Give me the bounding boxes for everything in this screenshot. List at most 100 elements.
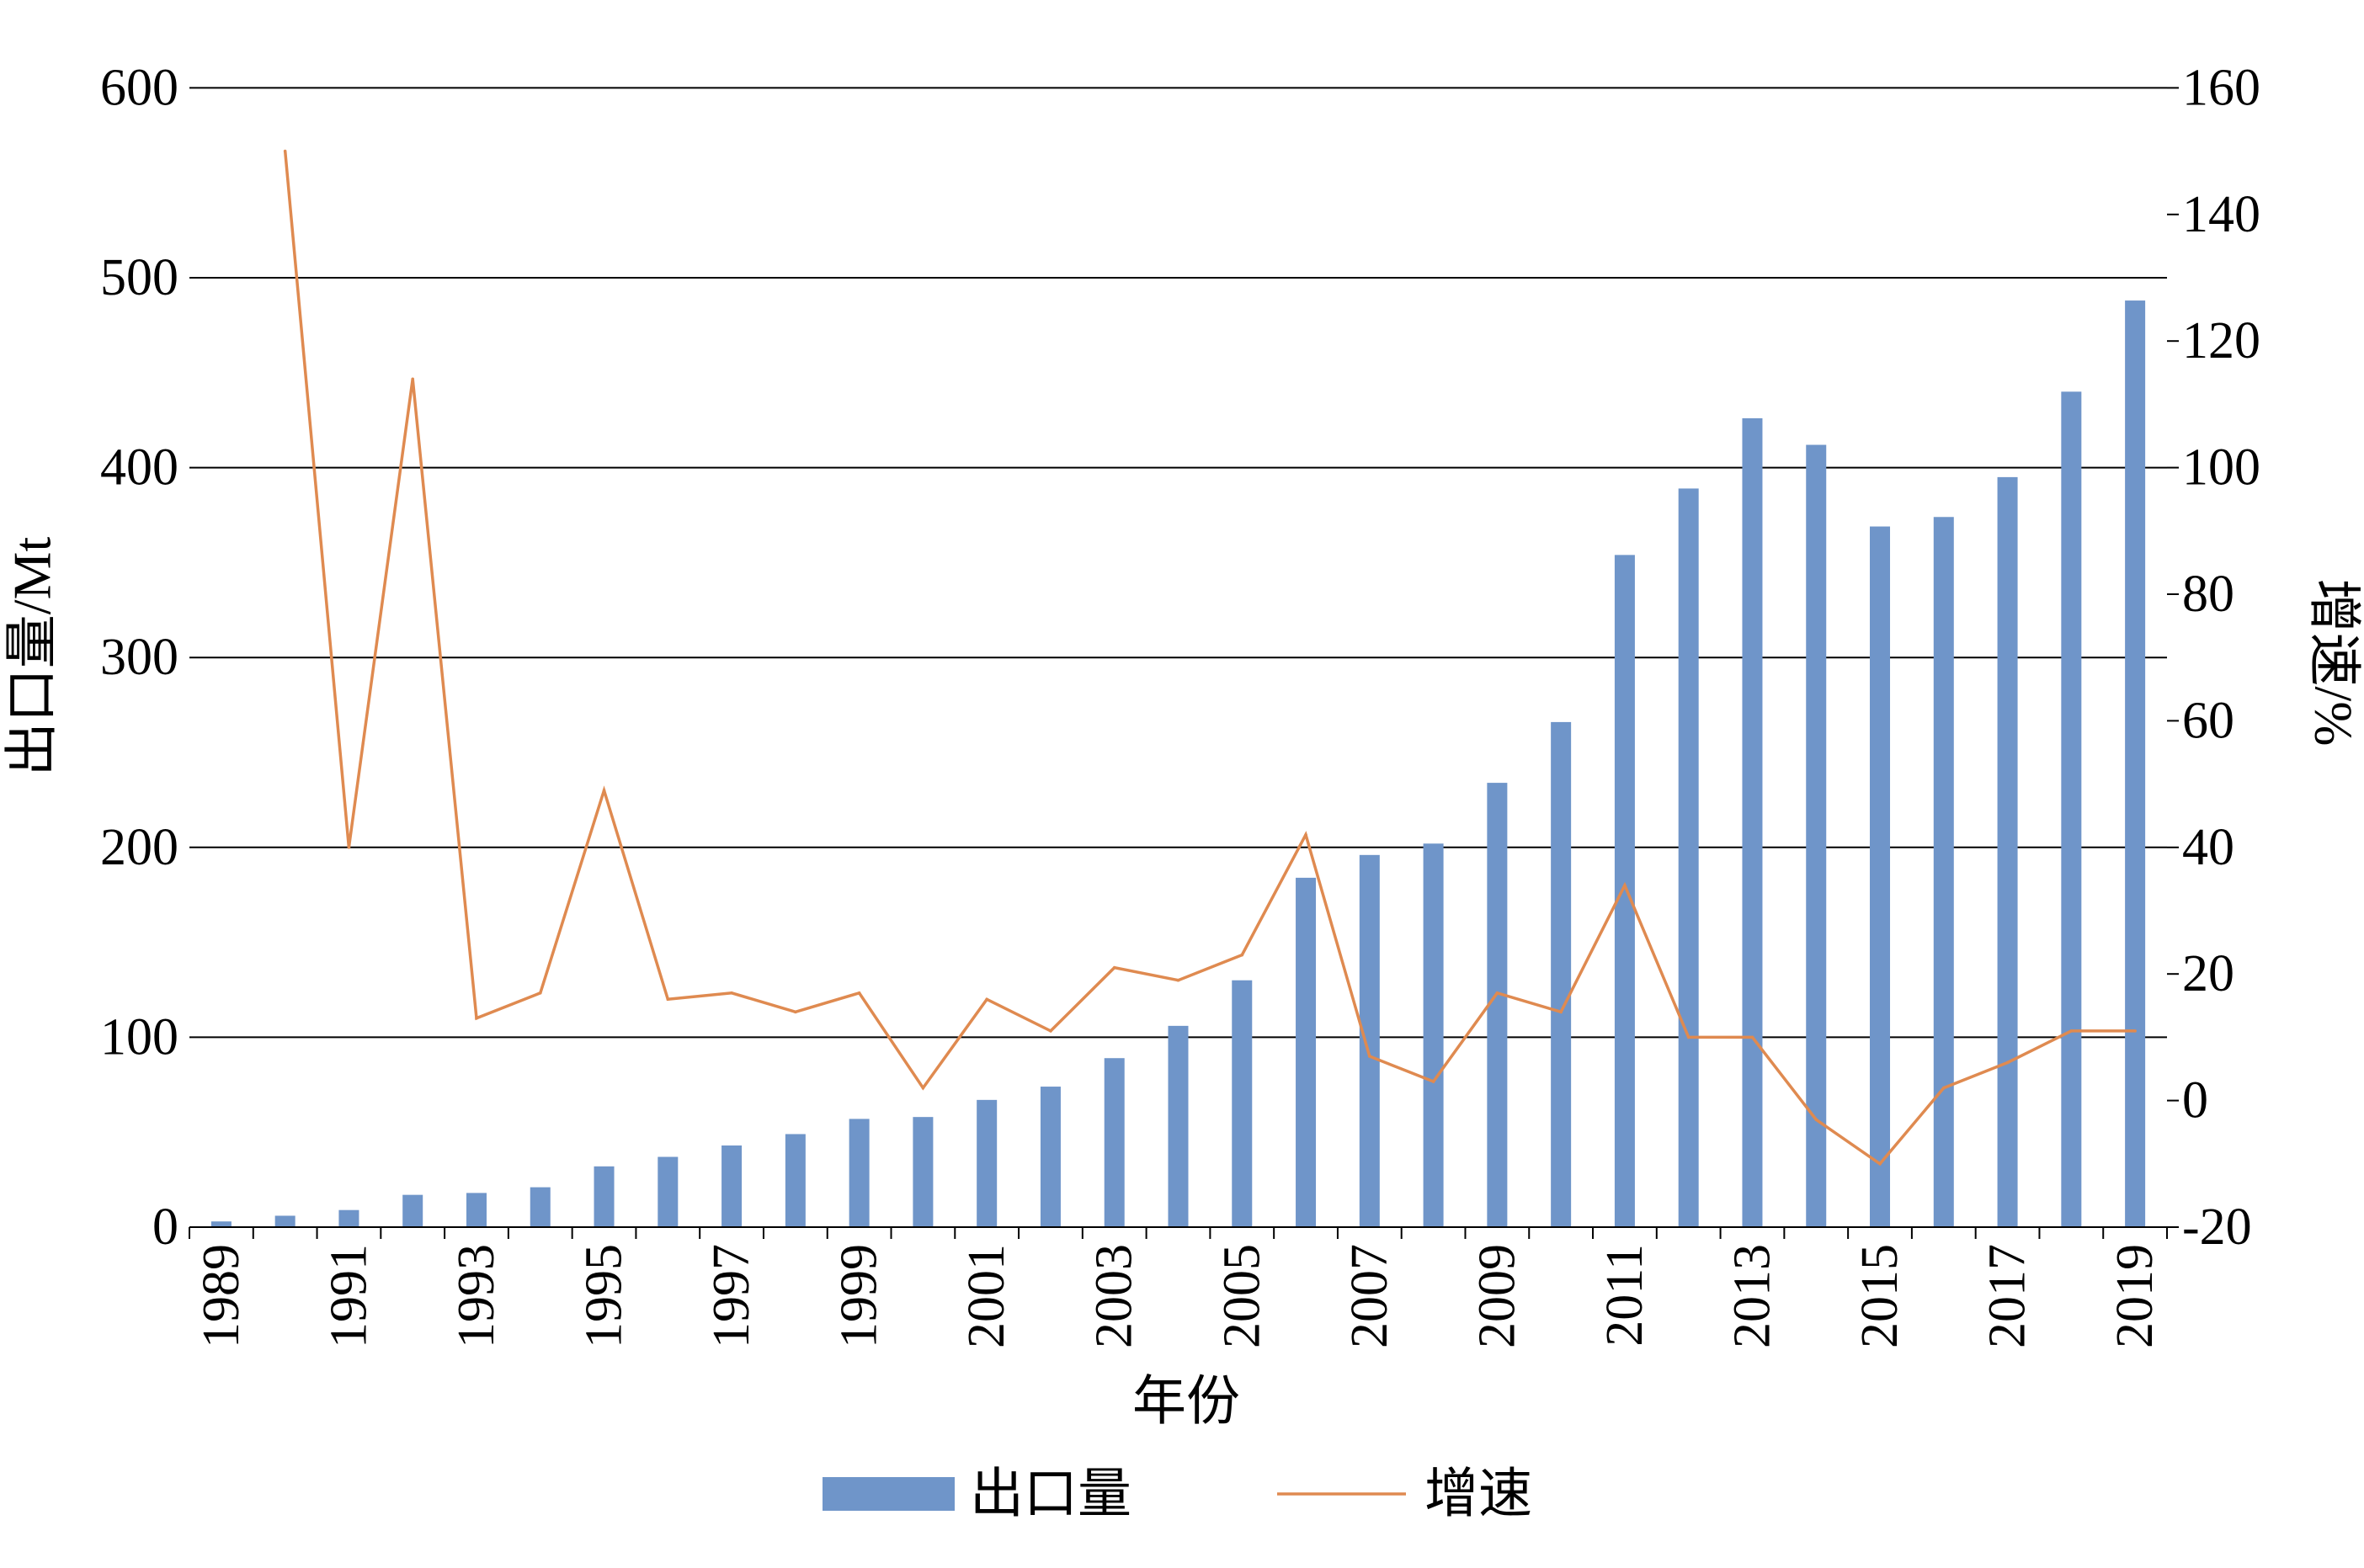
bar-1989 [210,1221,232,1227]
y-right-tick-label: 60 [2182,692,2234,749]
y-left-tick-label: 400 [100,439,178,497]
bar-1990 [274,1215,296,1227]
growth-point-1992 [411,377,415,381]
growth-point-1995 [602,789,606,792]
legend-label-growth-rate: 增速 [1424,1464,1532,1524]
legend-label-export-volume: 出口量 [970,1464,1131,1524]
x-tick-label: 1999 [831,1244,888,1348]
legend-swatch-export-volume [823,1477,955,1511]
growth-point-2000 [921,1086,925,1090]
growth-point-1998 [794,1010,797,1014]
bar-2014 [1806,444,1827,1227]
y-right-tick-label: 40 [2182,819,2234,876]
x-tick-label: 2005 [1213,1244,1270,1348]
y-axis-right-title: 增速/% [2304,578,2364,746]
y-right-tick-label: 120 [2182,312,2260,369]
bar-1999 [849,1119,870,1227]
bar-2002 [1040,1087,1061,1227]
x-tick-label: 1997 [703,1244,760,1348]
growth-point-1991 [347,846,351,849]
growth-point-2005 [1240,953,1244,957]
growth-point-2016 [1941,1086,1946,1090]
grid-layer [189,87,2167,1039]
bar-1994 [530,1187,551,1227]
growth-point-1999 [857,991,861,995]
growth-point-2018 [2069,1029,2074,1033]
x-tick-label: 2009 [1468,1244,1525,1348]
y-left-tick-label: 300 [100,629,178,686]
growth-point-2006 [1304,832,1307,837]
y-right-tick-label: 160 [2182,59,2260,116]
bar-2017 [1997,476,2018,1227]
y-left-tick-label: 100 [100,1008,178,1066]
bar-1996 [658,1156,679,1227]
x-tick-label: 2019 [2106,1244,2164,1348]
bar-1991 [338,1209,359,1227]
x-tick-label: 2011 [1596,1244,1653,1347]
bar-2001 [977,1099,998,1227]
growth-rate-line [283,151,2136,1167]
bar-2004 [1168,1025,1189,1227]
bar-1992 [402,1194,423,1227]
growth-point-2014 [1814,1118,1818,1121]
legend: 出口量 增速 [823,1464,1532,1524]
bar-1995 [594,1166,615,1227]
growth-point-1997 [730,991,733,995]
y-left-tick-label: 600 [100,59,178,116]
y-right-tick-label: 0 [2182,1072,2208,1129]
y-right-tick-label: 20 [2182,945,2234,1002]
growth-point-2011 [1623,884,1627,887]
growth-point-2008 [1431,1080,1435,1083]
bar-2018 [2061,391,2082,1227]
bar-2008 [1423,843,1444,1227]
growth-point-2012 [1686,1035,1690,1039]
x-tick-label: 1995 [576,1244,633,1348]
bar-2011 [1614,555,1635,1227]
growth-point-2009 [1495,991,1499,995]
bar-1993 [466,1193,487,1227]
bar-2007 [1359,854,1380,1227]
growth-point-2004 [1176,978,1180,982]
bar-2019 [2125,300,2146,1227]
growth-point-1990 [283,149,287,153]
growth-point-1996 [666,997,670,1002]
bar-2009 [1487,783,1508,1227]
growth-point-2003 [1112,965,1116,970]
bar-1997 [721,1145,743,1227]
bar-2000 [913,1117,934,1227]
y-right-tick-label: -20 [2182,1199,2252,1256]
x-tick-label: 2013 [1724,1244,1781,1348]
y-left-tick-label: 500 [100,249,178,306]
axis-layer: 0 100 200 300 400 500 600 -20 0 20 40 60 80 100 120 140… [100,59,2260,1348]
bar-layer [210,300,2146,1228]
growth-point-1993 [475,1017,478,1020]
bar-2015 [1870,526,1891,1227]
y-left-tick-label: 0 [152,1199,178,1256]
bar-2012 [1678,488,1699,1227]
growth-point-2010 [1559,1010,1563,1014]
growth-point-2007 [1368,1055,1371,1058]
growth-point-2013 [1750,1035,1754,1039]
x-tick-label: 2001 [958,1244,1015,1348]
growth-point-1994 [538,991,542,995]
x-tick-label: 2015 [1851,1244,1909,1348]
bar-2013 [1742,417,1763,1228]
x-tick-label: 1989 [193,1244,250,1348]
bar-2010 [1551,721,1572,1227]
growth-point-2019 [2133,1029,2137,1033]
bar-2016 [1933,517,1954,1227]
growth-point-2017 [2005,1060,2010,1065]
x-tick-label: 1991 [320,1244,377,1348]
growth-point-2015 [1878,1162,1882,1166]
x-tick-label: 2007 [1341,1244,1398,1348]
x-axis-title: 年份 [1132,1372,1240,1432]
x-tick-label: 2003 [1086,1244,1143,1348]
y-axis-left-title: 出口量/Mt [3,537,62,777]
x-tick-label: 2017 [1979,1244,2037,1348]
y-right-tick-label: 140 [2182,186,2260,243]
bar-2003 [1104,1058,1125,1227]
y-left-tick-label: 200 [100,819,178,876]
x-tick-label: 1993 [448,1244,505,1348]
bar-1998 [785,1134,806,1227]
